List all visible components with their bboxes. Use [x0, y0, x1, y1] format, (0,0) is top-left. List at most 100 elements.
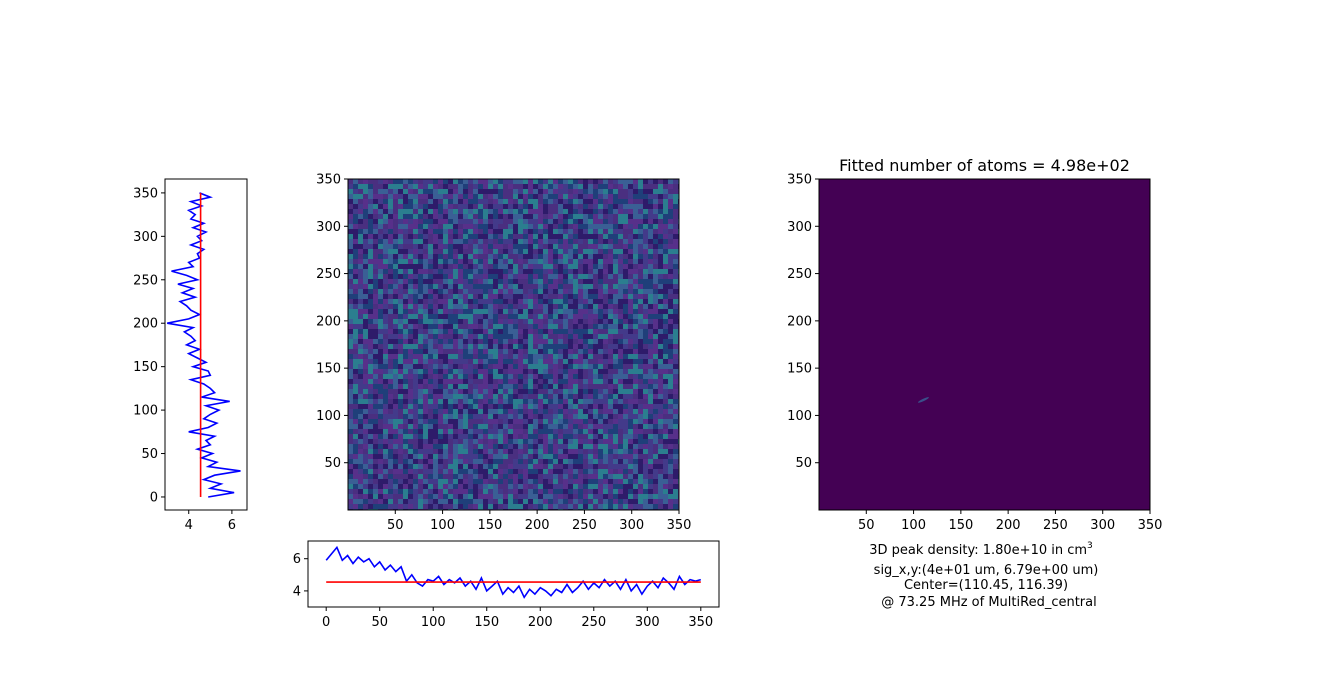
raw-image-pixel [348, 329, 353, 334]
raw-image-pixel [358, 274, 363, 279]
raw-image-pixel [523, 374, 528, 379]
raw-image-pixel [388, 349, 393, 354]
raw-image-pixel [488, 219, 493, 224]
raw-image-pixel [518, 394, 523, 399]
raw-image-pixel [528, 374, 533, 379]
raw-image-pixel [423, 184, 428, 189]
raw-image-pixel [563, 259, 568, 264]
raw-image-pixel [368, 264, 373, 269]
raw-image-pixel [648, 344, 653, 349]
raw-image-pixel [488, 379, 493, 384]
raw-image-pixel [663, 199, 668, 204]
raw-image-pixel [393, 489, 398, 494]
raw-image-pixel [573, 239, 578, 244]
raw-image-pixel [533, 249, 538, 254]
raw-image-pixel [403, 489, 408, 494]
fitted-image-plot: Fitted number of atoms = 4.98e+02 50 100 1… [787, 156, 1162, 533]
raw-image-pixel [573, 354, 578, 359]
raw-image-pixel [523, 419, 528, 424]
raw-image-pixel [373, 279, 378, 284]
raw-image-pixel [478, 214, 483, 219]
raw-image-pixel [418, 234, 423, 239]
raw-image-pixel [583, 214, 588, 219]
raw-image-pixel [613, 394, 618, 399]
raw-image-pixel [438, 309, 443, 314]
raw-image-pixel [383, 249, 388, 254]
raw-image-pixel [463, 254, 468, 259]
raw-image-pixel [463, 304, 468, 309]
raw-image-pixel [518, 369, 523, 374]
raw-image-pixel [403, 249, 408, 254]
raw-image-pixel [453, 329, 458, 334]
raw-image-pixel [498, 379, 503, 384]
raw-image-pixel [613, 289, 618, 294]
raw-image-pixel [558, 389, 563, 394]
raw-image-xtick-label: 250 [572, 518, 597, 533]
raw-image-pixel [528, 464, 533, 469]
raw-image-pixel [598, 254, 603, 259]
raw-image-pixel [408, 244, 413, 249]
raw-image-pixel [398, 344, 403, 349]
raw-image-pixel [568, 429, 573, 434]
raw-image-pixel [403, 289, 408, 294]
raw-image-pixel [468, 334, 473, 339]
raw-image-pixel [468, 349, 473, 354]
raw-image-pixel [423, 484, 428, 489]
raw-image-pixel [653, 319, 658, 324]
raw-image-pixel [503, 334, 508, 339]
raw-image-pixel [608, 304, 613, 309]
raw-image-pixel [373, 394, 378, 399]
raw-image-pixel [468, 504, 473, 509]
raw-image-pixel [548, 189, 553, 194]
raw-image-pixel [358, 259, 363, 264]
raw-image-pixel [553, 279, 558, 284]
raw-image-pixel [598, 449, 603, 454]
raw-image-pixel [393, 454, 398, 459]
raw-image-pixel [513, 359, 518, 364]
raw-image-pixel [648, 209, 653, 214]
raw-image-pixel [543, 479, 548, 484]
raw-image-pixel [628, 219, 633, 224]
raw-image-pixel [523, 219, 528, 224]
raw-image-pixel [493, 279, 498, 284]
raw-image-ytick-label: 150 [316, 362, 341, 377]
raw-image-pixel [568, 314, 573, 319]
raw-image-pixel [593, 399, 598, 404]
raw-image-pixel [643, 239, 648, 244]
raw-image-pixel [348, 219, 353, 224]
raw-image-pixel [583, 359, 588, 364]
raw-image-pixel [408, 299, 413, 304]
raw-image-pixel [603, 294, 608, 299]
raw-image-pixel [578, 434, 583, 439]
raw-image-pixel [583, 369, 588, 374]
raw-image-pixel [663, 184, 668, 189]
raw-image-pixel [548, 244, 553, 249]
raw-image-pixel [543, 299, 548, 304]
raw-image-pixel [663, 299, 668, 304]
raw-image-pixel [418, 399, 423, 404]
raw-image-pixel [388, 334, 393, 339]
raw-image-pixel [523, 384, 528, 389]
raw-image-pixel [628, 469, 633, 474]
raw-image-pixel [658, 184, 663, 189]
raw-image-pixel [643, 449, 648, 454]
raw-image-pixel [423, 284, 428, 289]
raw-image-pixel [673, 364, 678, 369]
raw-image-pixel [468, 459, 473, 464]
raw-image-pixel [583, 209, 588, 214]
raw-image-pixel [608, 189, 613, 194]
raw-image-pixel [593, 374, 598, 379]
raw-image-pixel [488, 259, 493, 264]
raw-image-pixel [543, 189, 548, 194]
raw-image-pixel [503, 254, 508, 259]
raw-image-pixel [433, 449, 438, 454]
raw-image-pixel [628, 209, 633, 214]
raw-image-pixel [548, 394, 553, 399]
raw-image-pixel [463, 429, 468, 434]
raw-image-pixel [538, 469, 543, 474]
raw-image-pixel [578, 504, 583, 509]
raw-image-pixel [538, 419, 543, 424]
raw-image-pixel [663, 229, 668, 234]
raw-image-pixel [473, 189, 478, 194]
bottom-profile-frame [307, 540, 720, 608]
